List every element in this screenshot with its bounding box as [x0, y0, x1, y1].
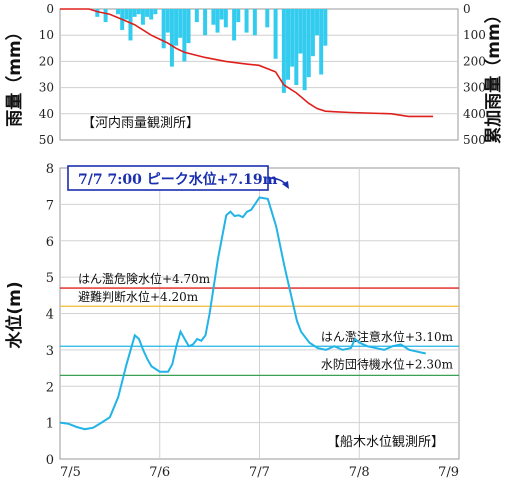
rainfall-bar	[140, 9, 145, 25]
rainfall-bar	[323, 9, 328, 46]
cumulative-tick-label: 0	[463, 2, 471, 16]
rainfall-bar	[165, 9, 170, 33]
threshold-label: 水防団待機水位+2.30m	[321, 356, 454, 371]
rainfall-bar	[252, 9, 257, 36]
rainfall-bar	[223, 9, 228, 28]
rainfall-tick-label: 30	[39, 81, 54, 95]
rainfall-tick-label: 20	[39, 54, 54, 68]
cumulative-tick-label: 400	[463, 107, 486, 121]
rainfall-station-label: 【河内雨量観測所】	[82, 115, 199, 131]
threshold-label: はん濫危険水位+4.70m	[78, 271, 211, 286]
cumulative-tick-label: 200	[463, 54, 486, 68]
rainfall-bar	[244, 9, 249, 33]
water-level-x-tick: 7/7	[249, 465, 270, 480]
rainfall-bar	[186, 9, 191, 44]
rainfall-bar	[132, 9, 137, 17]
rainfall-bar	[319, 9, 324, 75]
water-level-station-label: 【船木水位観測所】	[327, 435, 444, 450]
water-level-y-tick: 5	[46, 271, 54, 286]
rainfall-bar	[194, 9, 199, 23]
rainfall-bar	[174, 9, 179, 46]
water-level-gridlines	[60, 168, 459, 459]
water-level-y-tick: 8	[46, 162, 54, 177]
rainfall-bar	[116, 9, 121, 15]
water-level-x-tick: 7/9	[438, 465, 459, 480]
water-level-y-tick: 6	[46, 235, 54, 250]
peak-label-box	[67, 165, 269, 191]
water-level-x-tick: 7/5	[60, 465, 81, 480]
water-level-chart: はん濫危険水位+4.70m 避難判断水位+4.20m はん濫注意水位+3.10m 水防…	[46, 162, 460, 480]
rainfall-bar	[149, 9, 154, 20]
rainfall-bar	[302, 9, 307, 91]
cumulative-axis-title: 累加雨量（mm）	[483, 6, 504, 143]
rainfall-bar	[286, 9, 291, 80]
peak-arrowhead	[282, 181, 289, 189]
rainfall-bar	[290, 9, 295, 67]
rainfall-bar	[315, 9, 320, 36]
rainfall-bar	[273, 9, 278, 59]
water-level-y-tick: 7	[46, 198, 54, 213]
water-level-x-tick: 7/8	[349, 465, 370, 480]
water-level-x-tick: 7/6	[149, 465, 170, 480]
rainfall-bar	[95, 9, 100, 17]
water-level-y-tick-labels: 0 1 2 3 4 5 6 7 8	[46, 162, 54, 468]
cumulative-tick-label: 300	[463, 81, 486, 95]
rainfall-bar	[265, 9, 270, 28]
rainfall-bar	[169, 9, 174, 67]
rainfall-bar	[203, 9, 208, 36]
threshold-label: はん濫注意水位+3.10m	[321, 329, 454, 344]
threshold-label: 避難判断水位+4.20m	[78, 289, 199, 304]
rainfall-chart: 0 10 20 30 40 50 0 100 200 300 400 500 【河内雨量観測所】	[39, 2, 486, 147]
rainfall-bar	[236, 9, 241, 23]
water-level-y-tick: 0	[46, 453, 54, 468]
water-level-axis-title: 水位(m)	[4, 281, 25, 348]
rainfall-bar	[103, 9, 108, 23]
rainfall-right-tick-labels: 0 100 200 300 400 500	[463, 2, 486, 147]
rainfall-bar	[306, 9, 311, 78]
rainfall-tick-label: 10	[39, 28, 54, 42]
rainfall-tick-label: 40	[39, 107, 54, 121]
rainfall-bar	[298, 9, 303, 54]
rainfall-bar	[232, 9, 237, 41]
rainfall-bar	[219, 9, 224, 20]
peak-label: 7/7 7:00 ピーク水位+7.19m	[78, 171, 278, 188]
rainfall-bar	[211, 9, 216, 25]
rainfall-plot-frame	[59, 8, 459, 141]
rainfall-bar	[294, 9, 299, 85]
rainfall-bar	[161, 9, 166, 49]
cumulative-rainfall-line	[60, 8, 434, 118]
rainfall-bar	[310, 9, 315, 57]
rainfall-bar	[281, 9, 286, 93]
water-level-line	[59, 196, 426, 431]
rainfall-left-tick-labels: 0 10 20 30 40 50	[39, 2, 54, 147]
water-level-x-tick-labels: 7/5 7/6 7/7 7/8 7/9	[60, 465, 459, 480]
rainfall-bar	[136, 9, 141, 15]
rainfall-bar	[128, 9, 133, 41]
rainfall-bar	[145, 9, 150, 17]
rainfall-bars	[95, 9, 328, 93]
cumulative-tick-label: 500	[463, 133, 486, 147]
water-level-y-tick: 4	[46, 308, 54, 323]
rainfall-gridlines	[60, 34, 458, 115]
rainfall-bar	[153, 9, 158, 15]
rainfall-bar	[178, 9, 183, 38]
water-level-y-tick: 2	[46, 380, 54, 395]
water-level-y-tick: 3	[46, 344, 54, 359]
rainfall-tick-label: 0	[46, 2, 54, 16]
water-level-y-tick: 1	[46, 417, 54, 432]
cumulative-tick-label: 100	[463, 28, 486, 42]
rainfall-tick-label: 50	[39, 133, 54, 147]
rainfall-bar	[182, 9, 187, 62]
rainfall-axis-title: 雨量（mm）	[4, 23, 25, 126]
rainfall-bar	[124, 9, 129, 20]
peak-annotation: 7/7 7:00 ピーク水位+7.19m	[67, 165, 289, 191]
rainfall-bar	[215, 9, 220, 33]
